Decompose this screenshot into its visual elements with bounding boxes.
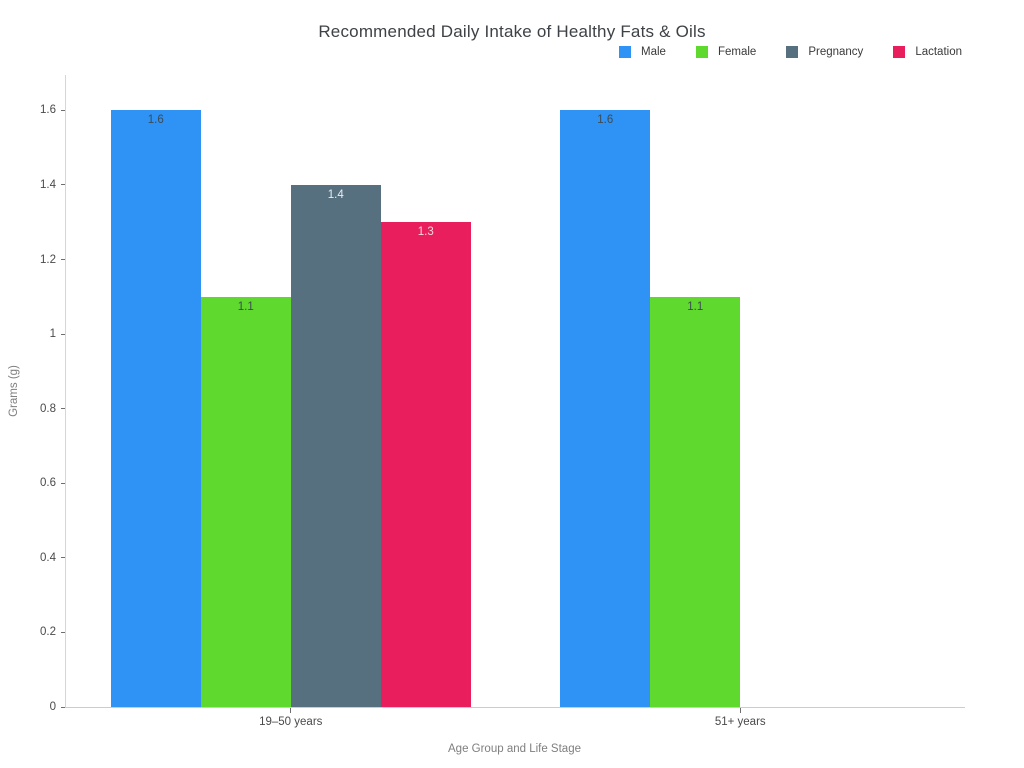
bar-value-label: 1.3 xyxy=(417,226,434,239)
y-tick-mark xyxy=(61,706,65,708)
legend-item-lactation: Lactation xyxy=(893,46,962,58)
legend-label: Pregnancy xyxy=(808,46,864,58)
x-tick-mark xyxy=(739,708,741,713)
x-tick-mark xyxy=(290,708,292,713)
x-axis-title: Age Group and Life Stage xyxy=(448,743,581,755)
legend-swatch-female xyxy=(695,46,708,58)
y-tick-mark xyxy=(61,482,65,484)
y-tick-label: 0.8 xyxy=(40,402,56,415)
y-tick-mark xyxy=(61,259,65,261)
x-tick-label: 51+ years xyxy=(714,716,766,728)
legend-label: Lactation xyxy=(915,46,962,58)
legend-swatch-pregnancy xyxy=(786,46,799,58)
y-tick-mark xyxy=(61,631,65,633)
y-tick-mark xyxy=(61,408,65,410)
bar-value-label: 1.6 xyxy=(597,114,614,127)
legend: Male Female Pregnancy Lactation xyxy=(619,46,962,58)
legend-item-pregnancy: Pregnancy xyxy=(786,46,863,58)
bar-value-label: 1.1 xyxy=(237,300,254,313)
y-tick-label: 0.4 xyxy=(40,551,56,564)
legend-item-male: Male xyxy=(619,46,666,58)
y-tick-label: 1.4 xyxy=(40,178,56,191)
y-tick-mark xyxy=(61,184,65,186)
legend-label: Male xyxy=(641,46,666,58)
legend-swatch-lactation xyxy=(893,46,906,58)
legend-item-female: Female xyxy=(695,46,757,58)
y-tick-label: 0 xyxy=(49,701,56,713)
bar-female-group2: 1.1 xyxy=(650,296,741,707)
chart-title: Recommended Daily Intake of Healthy Fats… xyxy=(318,22,706,41)
y-tick-label: 1.6 xyxy=(40,104,56,117)
bar-pregnancy-group1: 1.4 xyxy=(290,185,381,707)
plot-area: 0 0.2 0.4 0.6 0.8 1 1.2 1.4 1.6 19–50 years 1.6 1.1… xyxy=(40,75,965,728)
legend-swatch-male xyxy=(619,46,632,58)
legend-label: Female xyxy=(717,46,757,58)
bar-male-group2: 1.6 xyxy=(560,110,651,707)
bar-value-label: 1.1 xyxy=(687,300,704,313)
y-tick-mark xyxy=(61,109,65,111)
bar-lactation-group1: 1.3 xyxy=(380,222,471,707)
y-tick-label: 1.2 xyxy=(40,253,56,266)
y-tick-mark xyxy=(61,333,65,335)
y-tick-label: 1 xyxy=(49,328,56,341)
y-tick-label: 0.2 xyxy=(40,626,56,639)
y-tick-label: 0.6 xyxy=(40,477,56,490)
bar-value-label: 1.6 xyxy=(147,114,164,127)
bar-female-group1: 1.1 xyxy=(200,296,291,707)
x-tick-label: 19–50 years xyxy=(259,716,323,728)
y-tick-mark xyxy=(61,557,65,559)
bar-male-group1: 1.6 xyxy=(110,110,201,707)
bar-value-label: 1.4 xyxy=(327,189,344,201)
